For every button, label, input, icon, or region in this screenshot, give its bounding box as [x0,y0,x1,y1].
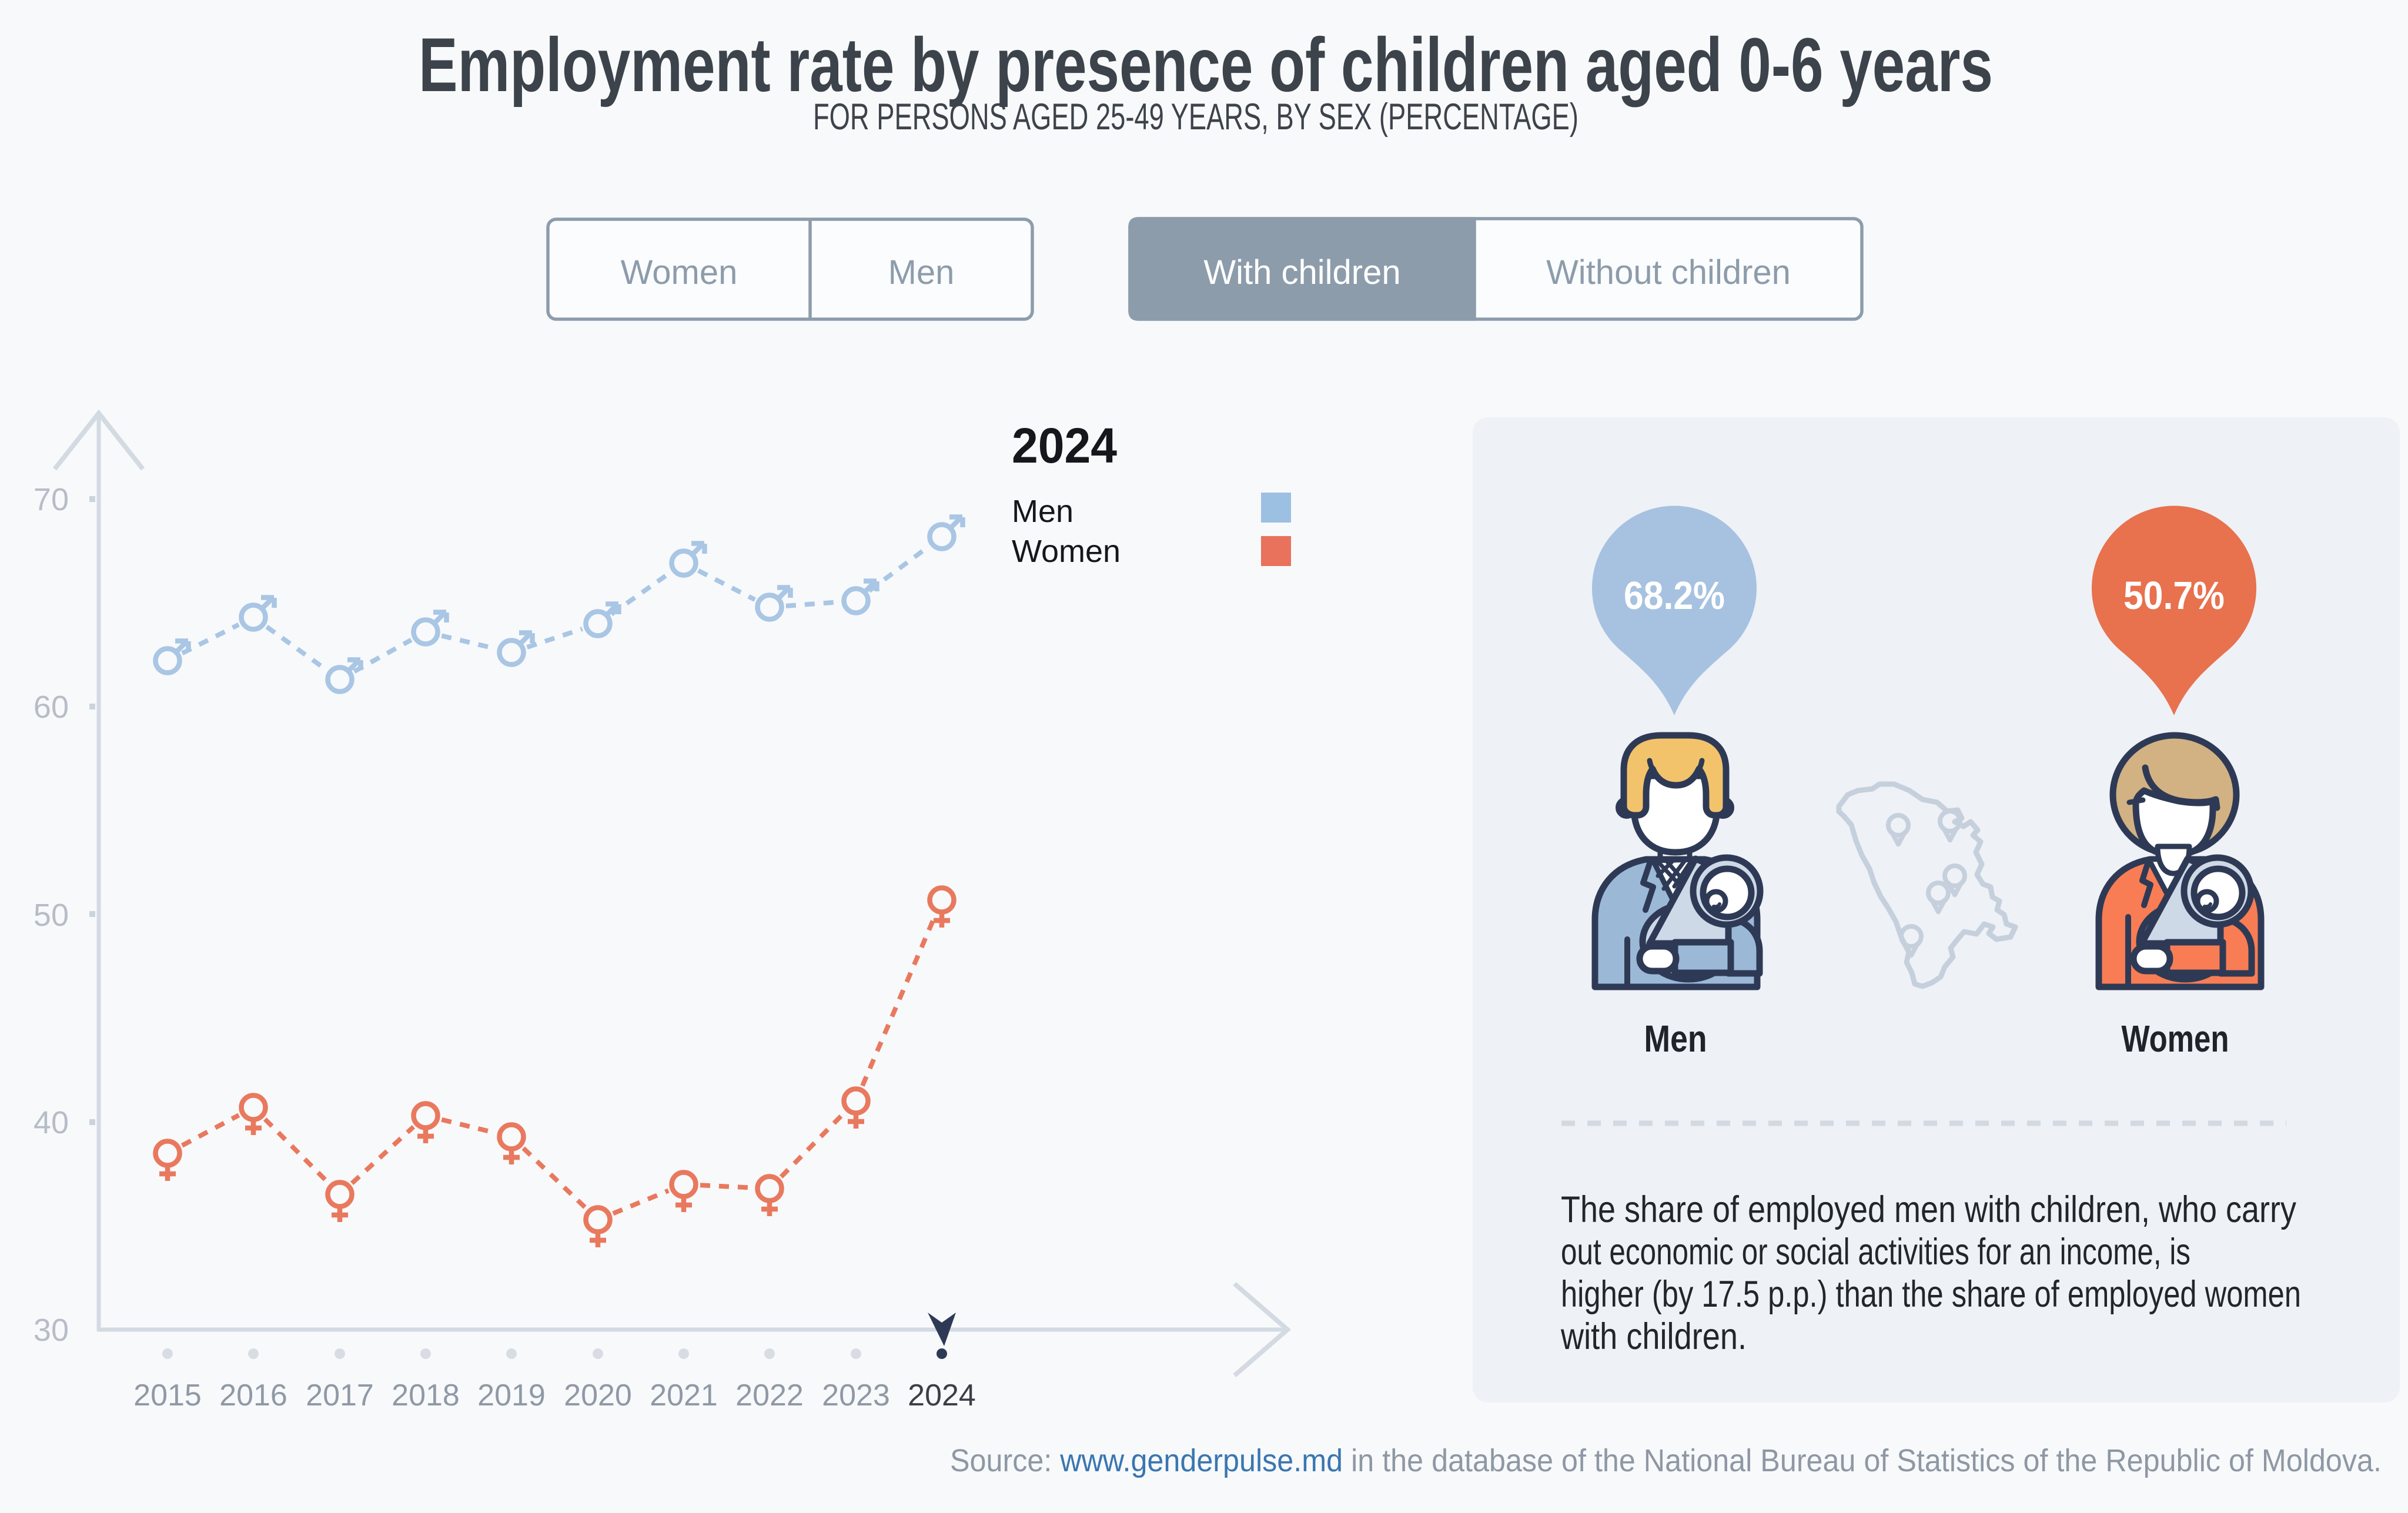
svg-text:2022: 2022 [735,1378,804,1412]
svg-text:2024: 2024 [1012,418,1117,473]
svg-text:70: 70 [34,482,69,517]
svg-text:30: 30 [34,1313,69,1348]
svg-text:Without children: Without children [1546,253,1791,292]
svg-text:2015: 2015 [133,1378,202,1412]
svg-text:The share of employed men with: The share of employed men with children,… [1561,1189,2296,1230]
svg-text:Men: Men [888,253,955,292]
svg-text:Employment rate by presence of: Employment rate by presence of children … [419,22,1993,108]
svg-text:with children.: with children. [1560,1316,1747,1357]
svg-text:50.7%: 50.7% [2123,574,2225,618]
svg-text:2017: 2017 [306,1378,374,1412]
svg-text:Women: Women [1012,534,1121,569]
svg-text:higher (by 17.5 p.p.) than the: higher (by 17.5 p.p.) than the share of … [1561,1274,2301,1315]
svg-text:With children: With children [1203,253,1400,292]
svg-text:Women: Women [2122,1017,2229,1060]
svg-text:Men: Men [1644,1017,1707,1060]
svg-text:FOR PERSONS AGED 25-49 YEARS,: FOR PERSONS AGED 25-49 YEARS, BY SEX (PE… [813,96,1578,138]
svg-text:2018: 2018 [392,1378,460,1412]
svg-text:2020: 2020 [564,1378,632,1412]
svg-text:2021: 2021 [650,1378,718,1412]
svg-text:2024: 2024 [908,1378,976,1412]
svg-text:Men: Men [1012,494,1073,529]
svg-text:Women: Women [621,253,738,292]
svg-text:40: 40 [34,1105,69,1140]
svg-text:Source: www.genderpulse.md in: Source: www.genderpulse.md in the databa… [950,1443,2382,1478]
svg-text:out economic or social activit: out economic or social activities for an… [1561,1231,2190,1273]
svg-text:2023: 2023 [822,1378,890,1412]
svg-text:50: 50 [34,898,69,933]
svg-text:60: 60 [34,689,69,725]
svg-text:68.2%: 68.2% [1624,574,1725,618]
svg-text:2016: 2016 [219,1378,287,1412]
svg-text:2019: 2019 [477,1378,546,1412]
